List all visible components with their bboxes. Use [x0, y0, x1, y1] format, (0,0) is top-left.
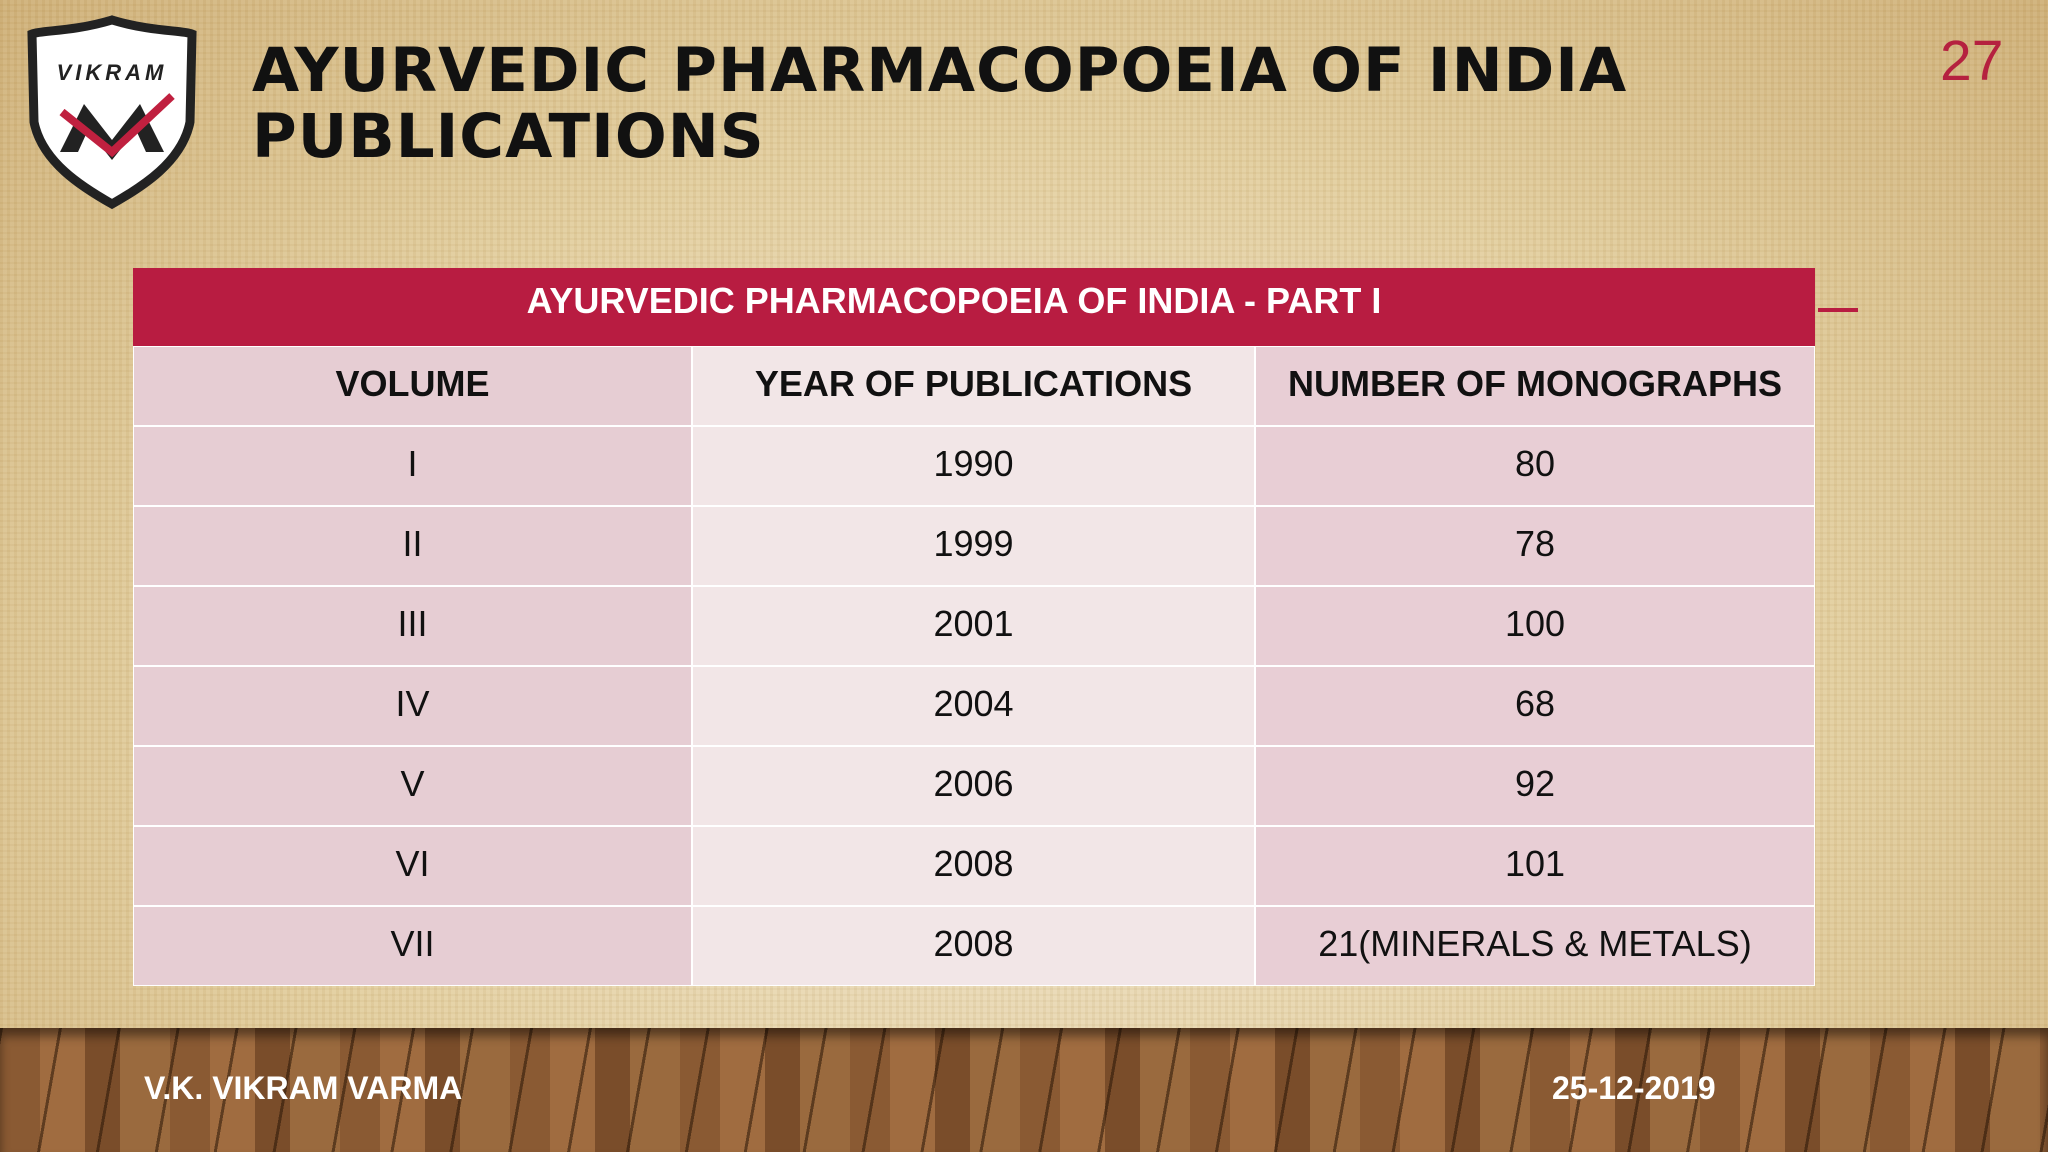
logo: VIKRAM	[27, 15, 197, 210]
table-cell: 68	[1255, 666, 1815, 746]
table-row: VI 2008 101	[133, 826, 1815, 906]
table-cell: I	[133, 426, 692, 506]
table-cell: 101	[1255, 826, 1815, 906]
table-cell: 2006	[692, 746, 1255, 826]
title-line: PUBLICATIONS	[252, 101, 765, 172]
table-row: III 2001 100	[133, 586, 1815, 666]
table-cell: V	[133, 746, 692, 826]
table-row: VII 2008 21(MINERALS & METALS)	[133, 906, 1815, 986]
table-cell: VI	[133, 826, 692, 906]
table-cell: 2004	[692, 666, 1255, 746]
table-row: II 1999 78	[133, 506, 1815, 586]
footer-date: 25-12-2019	[1552, 1070, 1716, 1106]
table-caption: AYURVEDIC PHARMACOPOEIA OF INDIA - PART …	[133, 268, 1815, 346]
logo-text: VIKRAM	[57, 60, 168, 85]
accent-mark	[1818, 308, 1858, 312]
table-cell: IV	[133, 666, 692, 746]
table-cell: 92	[1255, 746, 1815, 826]
footer-author: V.K. VIKRAM VARMA	[144, 1070, 463, 1106]
table-cell: 1999	[692, 506, 1255, 586]
table: AYURVEDIC PHARMACOPOEIA OF INDIA - PART …	[133, 268, 1815, 986]
table-cell: 1990	[692, 426, 1255, 506]
title: AYURVEDIC PHARMACOPOEIA OF INDIA PUBLICA…	[252, 38, 1627, 170]
table-cell: VII	[133, 906, 692, 986]
table-row: IV 2004 68	[133, 666, 1815, 746]
table-cell: 21(MINERALS & METALS)	[1255, 906, 1815, 986]
table-cell: 100	[1255, 586, 1815, 666]
table-cell: 2008	[692, 826, 1255, 906]
table-cell: 2001	[692, 586, 1255, 666]
title-line: AYURVEDIC PHARMACOPOEIA OF INDIA	[252, 35, 1628, 106]
floor	[0, 1028, 2048, 1152]
header-cell: NUMBER OF MONOGRAPHS	[1255, 346, 1815, 426]
table-row: I 1990 80	[133, 426, 1815, 506]
page-number: 27	[1940, 29, 2004, 93]
table-cell: 78	[1255, 506, 1815, 586]
logo-m	[60, 104, 164, 160]
table-cell: III	[133, 586, 692, 666]
table-row: V 2006 92	[133, 746, 1815, 826]
header-cell: YEAR OF PUBLICATIONS	[692, 346, 1255, 426]
table-cell: 80	[1255, 426, 1815, 506]
header-row: VOLUME YEAR OF PUBLICATIONS NUMBER OF MONO…	[133, 346, 1815, 426]
logo-shield	[27, 15, 197, 210]
logo-swoosh	[59, 93, 175, 158]
table-cell: II	[133, 506, 692, 586]
header-cell: VOLUME	[133, 346, 692, 426]
table-cell: 2008	[692, 906, 1255, 986]
